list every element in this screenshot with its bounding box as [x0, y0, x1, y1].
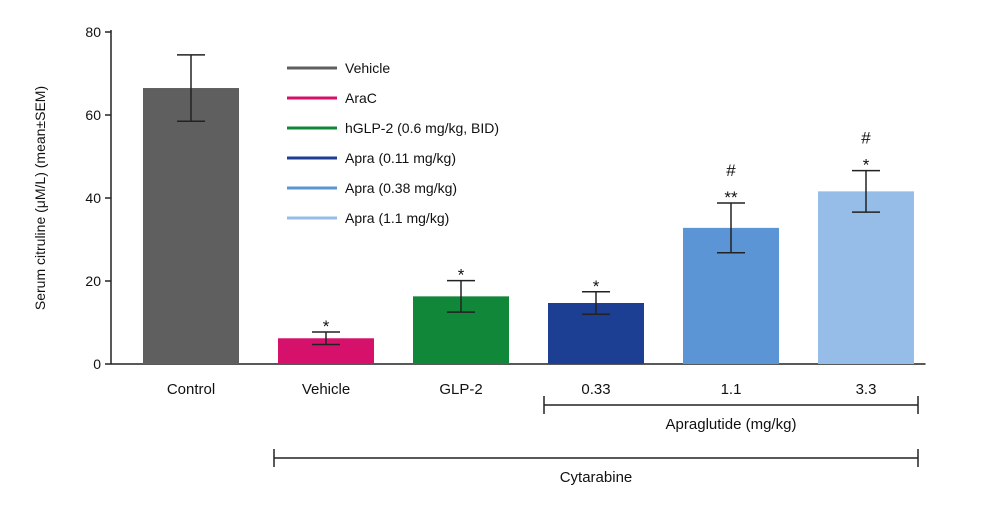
significance-markers: *****# *# — [323, 129, 872, 336]
significance-marker: ** — [724, 188, 738, 207]
bracket-label: Cytarabine — [560, 469, 633, 486]
error-bars — [177, 54, 880, 346]
significance-marker: * — [323, 317, 330, 336]
legend-label: Apra (1.1 mg/kg) — [345, 210, 449, 226]
legend-label: Apra (0.11 mg/kg) — [345, 150, 456, 166]
category-label: Vehicle — [302, 381, 350, 398]
significance-marker: * — [593, 277, 600, 296]
legend-label: AraC — [345, 90, 377, 106]
y-tick-label: 0 — [93, 356, 101, 372]
category-label: GLP-2 — [439, 381, 482, 398]
bar — [143, 88, 239, 365]
y-tick-label: 40 — [85, 190, 101, 206]
y-axis-title: Serum citruline (μM/L) (mean±SEM) — [32, 86, 48, 310]
category-label: Control — [167, 381, 215, 398]
legend: Vehicle AraC hGLP-2 (0.6 mg/kg, BID) Apra (… — [287, 60, 499, 226]
legend-label: hGLP-2 (0.6 mg/kg, BID) — [345, 120, 499, 136]
significance-marker: * — [458, 266, 465, 285]
y-tick-label: 80 — [85, 24, 101, 40]
category-label: 1.1 — [721, 381, 742, 398]
bars: Control Vehicle GLP-2 0.33 1.1 3.3 — [143, 88, 914, 398]
significance-marker: * — [863, 156, 870, 175]
axes: 0 20 40 60 80 — [85, 24, 926, 372]
y-tick-label: 20 — [85, 273, 101, 289]
bar — [818, 191, 914, 364]
bracket-label: Apraglutide (mg/kg) — [666, 416, 797, 433]
y-tick-label: 60 — [85, 107, 101, 123]
significance-marker: # — [861, 129, 871, 148]
significance-marker: # — [726, 161, 736, 180]
category-label: 3.3 — [856, 381, 877, 398]
legend-label: Apra (0.38 mg/kg) — [345, 180, 457, 196]
legend-label: Vehicle — [345, 60, 390, 76]
category-label: 0.33 — [581, 381, 610, 398]
group-brackets: Apraglutide (mg/kg) Cytarabine — [273, 396, 919, 486]
